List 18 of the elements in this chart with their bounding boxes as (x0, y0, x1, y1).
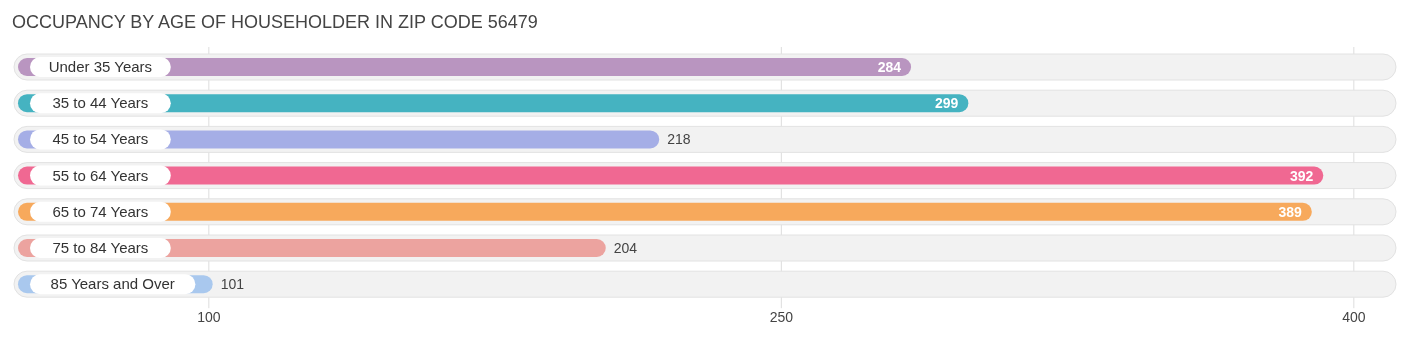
y-tick-label: 75 to 84 Years (52, 239, 149, 256)
data-label: 204 (613, 240, 638, 256)
y-tick-label: 85 Years and Over (50, 275, 175, 293)
data-label: 392 (1289, 167, 1314, 184)
chart-title: OCCUPANCY BY AGE OF HOUSEHOLDER IN ZIP CODE 56479 (12, 12, 538, 32)
x-tick-label: 250 (769, 309, 794, 325)
y-tick-label: 55 to 64 Years (52, 166, 149, 184)
x-tick-label: 400 (1342, 309, 1366, 325)
x-tick-label: 100 (197, 309, 221, 325)
y-tick-label: 45 to 54 Years (52, 130, 149, 148)
y-tick-label: Under 35 Years (48, 58, 153, 75)
data-label: 101 (220, 276, 245, 293)
y-tick-label: 35 to 44 Years (52, 94, 149, 112)
data-label: 284 (877, 59, 902, 75)
data-label: 218 (667, 131, 691, 148)
data-label: 389 (1278, 203, 1303, 220)
y-tick-label: 65 to 74 Years (52, 202, 149, 220)
data-label: 299 (934, 95, 959, 112)
